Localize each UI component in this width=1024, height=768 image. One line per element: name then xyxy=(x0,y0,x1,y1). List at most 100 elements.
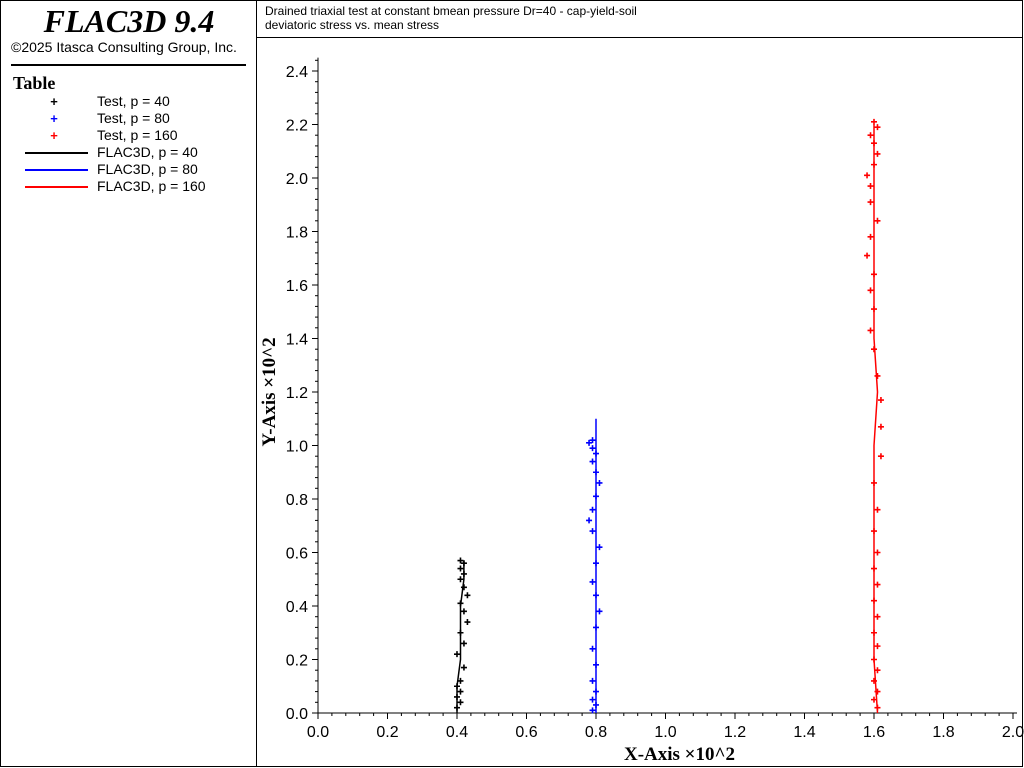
x-tick-label: 0.2 xyxy=(376,724,398,741)
y-tick-label: 1.4 xyxy=(286,332,308,349)
y-tick-label: 0.8 xyxy=(286,492,308,509)
data-point xyxy=(871,479,877,486)
x-tick-label: 0.6 xyxy=(515,724,537,741)
y-tick-label: 1.8 xyxy=(286,225,308,242)
legend-label-test-40: Test, p = 40 xyxy=(97,93,170,109)
data-point xyxy=(874,688,881,695)
data-point xyxy=(877,397,884,404)
data-point xyxy=(589,528,596,535)
data-point xyxy=(871,118,877,125)
data-point xyxy=(457,699,464,706)
data-point xyxy=(874,613,881,620)
data-point xyxy=(457,576,464,583)
data-point xyxy=(454,683,460,690)
data-point xyxy=(586,517,593,524)
data-point xyxy=(457,565,464,572)
copyright-text: ©2025 Itasca Consulting Group, Inc. xyxy=(11,39,237,55)
data-point xyxy=(871,677,877,684)
data-point xyxy=(867,132,874,139)
data-point xyxy=(874,581,881,588)
data-point xyxy=(460,584,467,591)
data-point xyxy=(867,327,874,334)
data-point xyxy=(867,183,874,190)
data-point xyxy=(593,560,599,567)
y-tick-label: 2.2 xyxy=(286,118,308,135)
data-point xyxy=(589,696,596,703)
data-point xyxy=(457,688,464,695)
legend-line-flac-80 xyxy=(25,169,88,171)
legend-label-test-160: Test, p = 160 xyxy=(97,127,178,143)
data-point xyxy=(871,528,877,535)
divider xyxy=(11,64,246,66)
legend-line-flac-40 xyxy=(25,152,88,154)
legend-label-flac-80: FLAC3D, p = 80 xyxy=(97,161,198,177)
y-tick-label: 2.0 xyxy=(286,171,308,188)
data-point xyxy=(874,372,881,379)
y-tick-label: 1.6 xyxy=(286,278,308,295)
data-point xyxy=(874,667,881,674)
data-point xyxy=(871,271,877,278)
x-tick-label: 0.0 xyxy=(307,724,329,741)
data-point xyxy=(871,306,877,313)
data-point xyxy=(596,608,603,615)
data-point xyxy=(460,570,467,577)
legend-label-flac-160: FLAC3D, p = 160 xyxy=(97,178,206,194)
legend-marker-test-40: + xyxy=(50,94,58,109)
data-point xyxy=(596,479,603,486)
data-point xyxy=(867,199,874,206)
data-point xyxy=(589,677,596,684)
data-point xyxy=(589,458,596,465)
y-tick-label: 1.2 xyxy=(286,385,308,402)
data-point xyxy=(864,252,871,259)
data-point xyxy=(593,450,599,457)
data-point xyxy=(864,172,871,179)
y-tick-label: 0.2 xyxy=(286,653,308,670)
data-point xyxy=(586,439,593,446)
y-axis-title: Y-Axis ×10^2 xyxy=(259,337,280,446)
legend-marker-test-160: + xyxy=(50,128,58,143)
data-point xyxy=(589,506,596,513)
legend-label-flac-40: FLAC3D, p = 40 xyxy=(97,144,198,160)
x-tick-label: 1.0 xyxy=(654,724,676,741)
data-point xyxy=(877,453,884,460)
legend-marker-test-80: + xyxy=(50,111,58,126)
data-point xyxy=(457,557,464,564)
data-point xyxy=(454,704,460,711)
data-point xyxy=(596,544,603,551)
data-point xyxy=(871,597,877,604)
y-tick-label: 0.0 xyxy=(286,706,308,723)
data-point xyxy=(871,140,877,147)
x-tick-label: 1.2 xyxy=(724,724,746,741)
data-point xyxy=(871,629,877,636)
data-point xyxy=(867,287,874,294)
data-point xyxy=(589,437,596,444)
data-point xyxy=(871,346,877,353)
y-tick-label: 0.6 xyxy=(286,546,308,563)
y-tick-label: 0.4 xyxy=(286,599,308,616)
data-point xyxy=(871,656,877,663)
x-tick-label: 0.8 xyxy=(585,724,607,741)
data-point xyxy=(593,469,599,476)
data-point xyxy=(460,640,467,647)
data-point xyxy=(871,565,877,572)
data-point xyxy=(589,707,596,714)
data-point xyxy=(589,445,596,452)
y-tick-label: 2.4 xyxy=(286,64,308,81)
data-point xyxy=(871,161,877,168)
data-point xyxy=(874,150,881,157)
x-tick-label: 1.4 xyxy=(793,724,815,741)
data-point xyxy=(593,661,599,668)
data-point xyxy=(457,629,464,636)
plot-area xyxy=(256,37,1023,767)
data-point xyxy=(867,233,874,240)
app-title: FLAC3D 9.4 xyxy=(43,3,215,39)
legend-panel: FLAC3D 9.4 ©2025 Itasca Consulting Group… xyxy=(0,0,257,767)
data-point xyxy=(464,592,471,599)
data-point xyxy=(457,677,464,684)
data-point xyxy=(589,645,596,652)
data-point xyxy=(874,124,881,131)
data-point xyxy=(871,696,877,703)
data-point xyxy=(457,600,464,607)
data-point xyxy=(589,578,596,585)
